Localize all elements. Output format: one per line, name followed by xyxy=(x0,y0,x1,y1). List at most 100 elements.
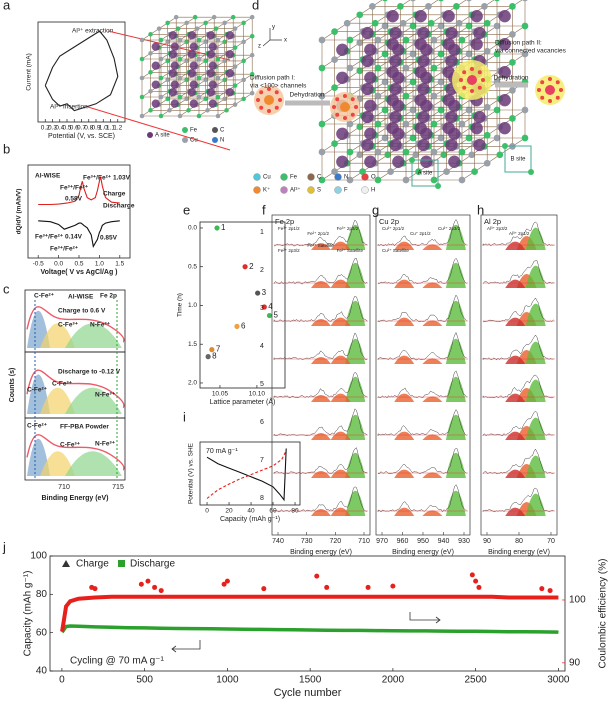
lattice-atom xyxy=(215,56,221,62)
lattice-atom xyxy=(471,168,478,175)
point-label: 6 xyxy=(241,321,246,330)
lattice-atom xyxy=(481,3,488,10)
y-axis-label: dQ/dV (mAh/V) xyxy=(16,189,23,235)
x-tick-label: 0.3 xyxy=(48,125,57,132)
lattice-atom xyxy=(437,22,445,30)
lattice-atom xyxy=(522,0,528,2)
a-site xyxy=(420,155,433,168)
lattice-atom xyxy=(458,120,466,128)
legend-label: Discharge xyxy=(130,559,175,570)
a-site xyxy=(189,42,198,51)
point-label: 4 xyxy=(268,302,273,311)
lattice-atom xyxy=(213,26,219,31)
legend-marker xyxy=(118,560,125,567)
lattice-atom xyxy=(139,94,145,100)
legend-label: O xyxy=(371,175,376,181)
annotation: 70 mA g⁻¹ xyxy=(206,448,238,455)
legend-dot xyxy=(334,186,342,194)
lattice-atom xyxy=(483,19,491,27)
lattice-atom xyxy=(165,20,170,26)
x-tick-label: 80 xyxy=(515,538,523,545)
xps-component xyxy=(525,417,546,440)
a-site xyxy=(151,80,160,89)
x-axis-label: Potential (V, vs. SCE) xyxy=(48,133,115,140)
x-tick-label: 10.10 xyxy=(249,391,266,398)
lattice-atom xyxy=(356,11,364,19)
a-site xyxy=(361,110,374,124)
panel-label: e xyxy=(183,202,190,217)
peak-label: Al³⁺ 2p3/2 xyxy=(487,226,508,231)
x-axis-label: Capacity (mAh g⁻¹) xyxy=(220,516,280,523)
point xyxy=(255,290,261,296)
peak-label: Cu²⁺ 2p3/2 xyxy=(438,226,461,231)
lattice-atom xyxy=(222,96,227,102)
legend-dot xyxy=(361,173,369,181)
legend-dot xyxy=(334,173,342,181)
a-site xyxy=(445,110,458,124)
xps-component xyxy=(330,279,351,288)
ion xyxy=(545,85,555,95)
xps-component xyxy=(422,434,443,440)
x-tick-label: 1.1 xyxy=(106,125,115,132)
x-tick-label: 0 xyxy=(205,508,209,515)
peak-label: Fe²⁺ 2p3/2 xyxy=(278,248,300,253)
a-site xyxy=(414,10,427,23)
lattice-atom xyxy=(249,33,255,39)
peak-label: Fe²⁺ 2p1/2 xyxy=(307,231,329,236)
x-tick-label: 3000 xyxy=(547,675,570,686)
row-label: 4 xyxy=(260,343,264,350)
lattice-atom xyxy=(148,89,153,94)
legend-label: C xyxy=(317,175,322,181)
lattice-atom xyxy=(521,50,529,58)
xps-component xyxy=(525,455,546,478)
legend-label: S xyxy=(317,188,321,194)
lattice-atom xyxy=(156,26,162,31)
xps-spectrum xyxy=(377,370,467,399)
legend-dot xyxy=(182,137,188,143)
x-tick-label: 710 xyxy=(58,484,70,491)
a-site xyxy=(170,42,179,51)
outlier-point xyxy=(158,588,164,594)
xps-label: Discharge to -0.12 V xyxy=(58,369,121,376)
xps-component xyxy=(505,507,526,516)
legend-dot xyxy=(307,186,315,194)
a-site xyxy=(417,138,430,152)
lattice-atom xyxy=(415,168,422,175)
y-tick-label: 1.0 xyxy=(188,302,197,309)
legend-dot xyxy=(147,132,153,138)
a-site xyxy=(336,43,349,56)
xps-label: C-Fe²⁺ xyxy=(34,293,55,300)
a-site xyxy=(168,69,178,78)
xps-component xyxy=(311,319,331,326)
xps-component xyxy=(505,393,526,402)
legend-dot xyxy=(253,173,261,181)
plot-frame xyxy=(199,221,286,389)
y-tick-label: 80 xyxy=(36,589,48,600)
lattice-atom xyxy=(177,37,183,43)
y-tick-label: 0.0 xyxy=(188,225,197,232)
lattice-atom xyxy=(509,59,516,66)
legend-label: C xyxy=(220,128,225,134)
xps-component xyxy=(345,376,366,402)
x-tick-label: 950 xyxy=(417,538,429,545)
a-site xyxy=(208,61,217,70)
lattice-atom xyxy=(241,20,246,26)
a-site xyxy=(498,10,511,23)
legend-label: Al³⁺ xyxy=(290,187,301,194)
xps-component xyxy=(345,490,366,516)
ion xyxy=(467,75,477,85)
xps-envelope xyxy=(26,434,125,471)
xps-spectrum xyxy=(482,374,554,399)
outlier-point xyxy=(547,588,553,594)
water xyxy=(332,105,336,110)
y-tick-label: 60 xyxy=(36,627,48,638)
lattice-atom xyxy=(356,67,364,75)
xps-component xyxy=(394,355,415,364)
xps-label: C-Fe³⁺ xyxy=(52,381,73,388)
lattice-atom xyxy=(402,176,410,184)
water xyxy=(540,95,545,100)
xps-component xyxy=(525,493,546,516)
xps-spectrum xyxy=(482,410,554,437)
x-tick-label: 0.8 xyxy=(84,125,93,132)
xps-label: C-Fe³⁺ xyxy=(58,322,79,329)
